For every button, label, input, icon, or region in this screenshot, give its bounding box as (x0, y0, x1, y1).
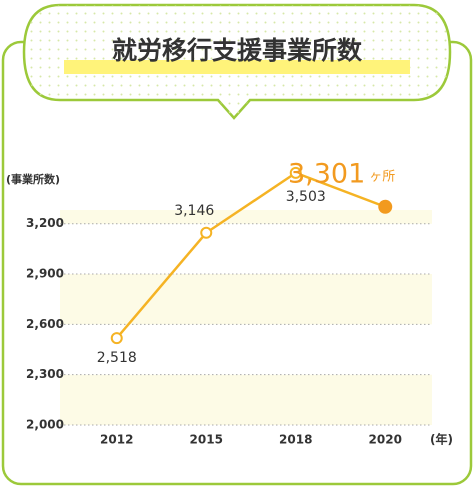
x-axis-label: (年) (430, 432, 453, 447)
x-tick-label: 2015 (190, 433, 223, 447)
y-tick-label: 2,000 (26, 418, 64, 432)
y-axis-label: (事業所数) (6, 172, 60, 186)
chart-title: 就労移行支援事業所数 (112, 36, 363, 65)
x-tick-label: 2012 (100, 433, 133, 447)
point (289, 166, 302, 179)
band (60, 374, 432, 425)
y-tick-label: 3,200 (26, 216, 64, 230)
point (200, 226, 213, 239)
y-tick-label: 2,900 (26, 267, 64, 281)
value-label: 3,503 (286, 189, 326, 205)
y-tick-label: 2,300 (26, 367, 64, 381)
x-tick-label: 2020 (369, 433, 402, 447)
value-label: 3,146 (174, 203, 214, 219)
band (60, 215, 432, 224)
y-tick-label: 2,600 (26, 317, 64, 331)
value-label: 2,518 (97, 350, 137, 366)
band (60, 274, 432, 325)
unit-label: ヶ所 (369, 169, 395, 184)
point (110, 332, 123, 345)
title-highlight (64, 60, 410, 74)
point (378, 199, 393, 214)
x-tick-label: 2018 (279, 433, 312, 447)
value-label: 3,301 (288, 158, 365, 189)
line (115, 171, 386, 339)
